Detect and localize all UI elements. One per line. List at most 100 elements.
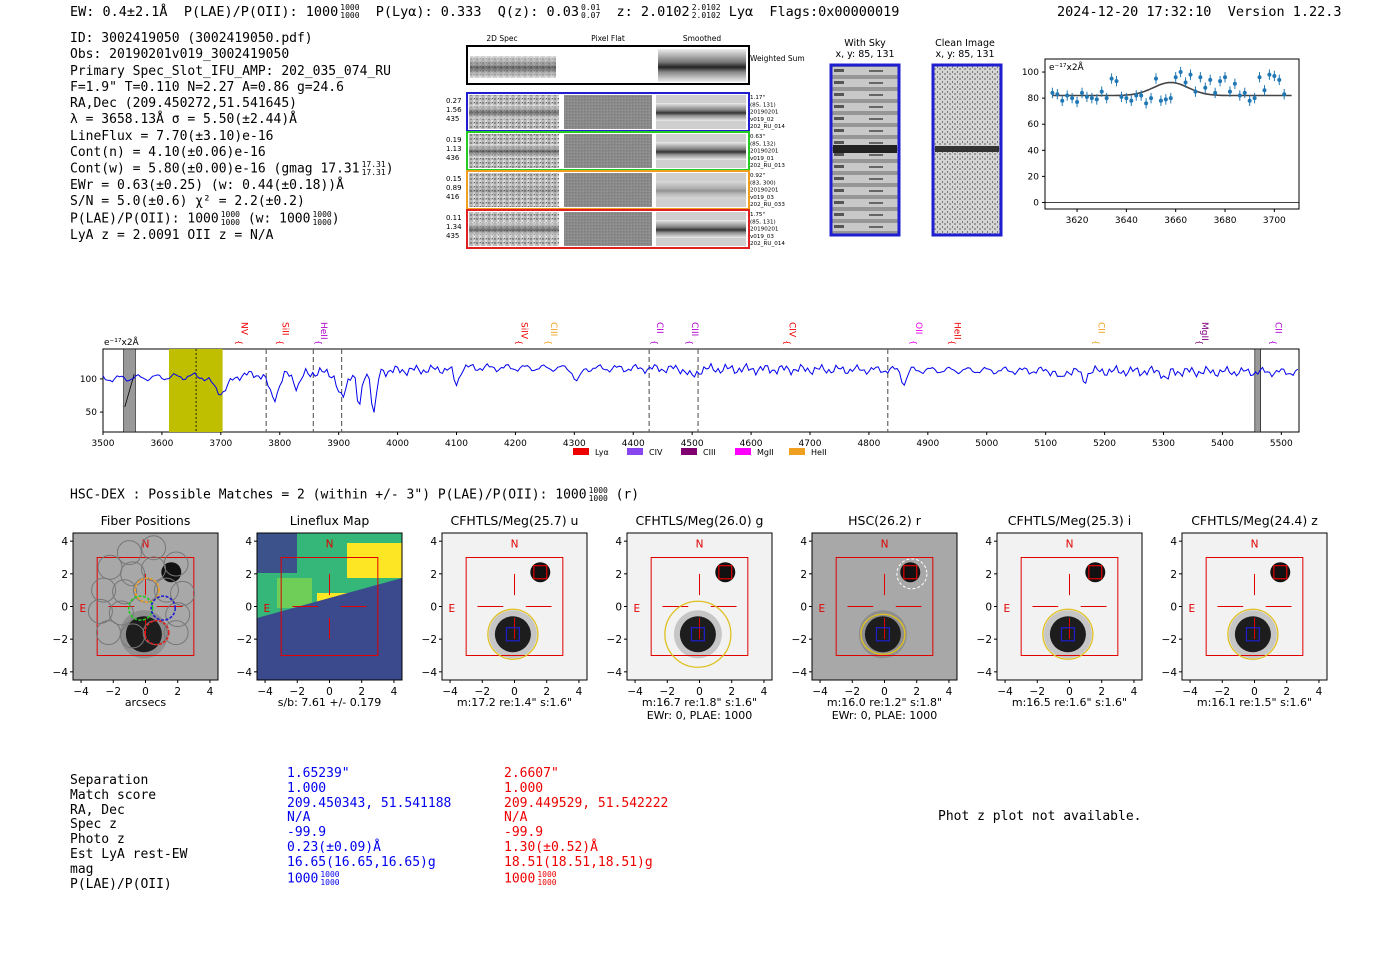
line-label-8: OII — [913, 322, 923, 334]
panel-ytick-label: 0 — [430, 602, 437, 614]
panel-xtick-label: 4 — [207, 686, 214, 698]
line-label-3: SiIV — [518, 322, 528, 340]
neighbor-marker — [533, 565, 548, 580]
cutout-left-2-2: 416 — [446, 193, 460, 201]
panel-ytick-label: 2 — [245, 569, 252, 581]
panel-caption-line2: EWr: 0, PLAE: 1000 — [646, 709, 753, 722]
info-contn: Cont(n) = 4.10(±0.06)e-16 — [70, 145, 266, 161]
cutout-right-1-0: 0.63" — [750, 134, 765, 140]
zoom-xtick-label-0: 3620 — [1066, 216, 1089, 226]
compass-n: N — [881, 539, 889, 551]
header-plya: P(Lyα): 0.333 — [375, 4, 482, 20]
full-xtick-label-2: 3700 — [209, 439, 232, 449]
aperture-ellipse — [487, 608, 539, 660]
panel-xtick-label: −4 — [442, 686, 458, 698]
line-label-11: MgII — [1199, 322, 1209, 341]
selected-fiber-2 — [150, 595, 177, 621]
source-marker — [690, 627, 705, 642]
zoom-point-33 — [1213, 90, 1218, 95]
zoom-point-15 — [1124, 96, 1129, 101]
panel-xtick-label: 4 — [576, 686, 583, 698]
compass-n: N — [326, 539, 334, 551]
line-label-brace-6: { — [685, 340, 694, 345]
cutout-left-0-1: 1.56 — [446, 106, 462, 114]
panel-caption-line1: m:16.5 re:1.6" s:1.6" — [1011, 696, 1128, 709]
cutout-right-3-2: 20190201 — [750, 227, 779, 233]
fiber-1 — [141, 535, 167, 561]
panel-xtick-label: 0 — [696, 686, 703, 698]
search-box — [1205, 557, 1304, 656]
panel-xtick-label: −2 — [106, 686, 121, 698]
legend-swatch-2 — [681, 448, 697, 455]
zoom-point-30 — [1198, 75, 1203, 80]
line-label-brace-12: { — [1268, 340, 1277, 345]
compass-e: E — [263, 603, 270, 615]
zoom-point-17 — [1134, 93, 1139, 98]
selected-fiber-1 — [127, 595, 154, 621]
source-marker — [1060, 627, 1075, 642]
zoom-xtick-label-1: 3640 — [1115, 216, 1138, 226]
zoom-xtick-label-4: 3700 — [1263, 216, 1286, 226]
line-label-1: SiII — [280, 322, 290, 336]
zoom-ytick-label-5: 0 — [1033, 198, 1039, 208]
compass-n: N — [696, 539, 704, 551]
line-label-9: HeII — [951, 322, 961, 340]
full-xtick-label-3: 3800 — [268, 439, 291, 449]
neighbor-source — [530, 562, 551, 583]
fiber-12 — [108, 600, 134, 626]
fiber-14 — [95, 620, 121, 646]
image-panel-2: 4 2 0 −2 −4 −4 −2 0 2 4 N E — [422, 532, 588, 698]
image-panel-1: 4 2 0 −2 −4 −4 −2 0 2 4 N E — [237, 532, 403, 698]
compass-e: E — [818, 603, 825, 615]
panel-ytick-label: 4 — [800, 536, 807, 548]
zoom-point-31 — [1203, 85, 1208, 90]
full-chart-frame — [102, 348, 1300, 433]
zoom-point-47 — [1282, 92, 1287, 97]
zoom-point-35 — [1223, 75, 1228, 80]
table-label: Photo z — [70, 832, 125, 848]
table-label: RA, Dec — [70, 802, 125, 818]
panel-xtick-label: 0 — [326, 686, 333, 698]
full-xtick-label-16: 5100 — [1034, 439, 1057, 449]
table-label: P(LAE)/P(OII) — [70, 876, 172, 892]
panel-caption-6: m:16.1 re:1.5" s:1.6" — [1172, 696, 1337, 709]
line-label-brace-4: { — [544, 340, 553, 345]
full-xtick-label-17: 5200 — [1093, 439, 1116, 449]
table-cell-red: 1.30(±0.52)Å — [504, 839, 598, 855]
neighbor-source — [715, 562, 736, 583]
source-marker — [875, 627, 890, 642]
compass-n: N — [511, 539, 519, 551]
table-cell-red: 1000 1000 1000 — [504, 869, 557, 887]
zoom-point-46 — [1277, 77, 1282, 82]
table-label: Separation — [70, 773, 149, 788]
header-z: z: 2.0102 — [616, 4, 690, 20]
panel-caption-1: s/b: 7.61 +/- 0.179 — [247, 696, 412, 709]
table-cell-red: 2.6607" — [504, 766, 559, 781]
panel-title-3: CFHTLS/Meg(26.0) g — [635, 513, 764, 528]
cutout-left-1-1: 1.13 — [446, 145, 462, 153]
cutout-right-0-2: 20190201 — [750, 110, 779, 116]
panel-xtick-label: 2 — [174, 686, 181, 698]
full-xtick-label-9: 4400 — [622, 439, 645, 449]
info-lineflux: LineFlux = 7.70(±3.10)e-16 — [70, 128, 274, 144]
panel-ytick-label: 2 — [800, 569, 807, 581]
compass-e: E — [633, 603, 640, 615]
panel-xtick-label: −4 — [627, 686, 643, 698]
info-id: ID: 3002419050 (3002419050.pdf) — [70, 31, 313, 46]
legend-swatch-0 — [573, 448, 589, 455]
match-table-red: 2.6607" 1.000 209.449529, 51.542222 N/A -99.… — [504, 766, 668, 887]
matches-title: HSC-DEX : Possible Matches = 2 (within +… — [70, 486, 640, 503]
cutout-flat-0 — [564, 95, 652, 129]
cutout-right-1-2: 20190201 — [750, 149, 779, 155]
panel-title-4: HSC(26.2) r — [848, 513, 921, 528]
fiber-17 — [163, 620, 189, 646]
panel-ytick-label: −4 — [607, 667, 623, 679]
cutout-right-2-3: v019_03 — [750, 195, 774, 201]
panel-ytick-label: 0 — [61, 602, 68, 614]
zoom-point-18 — [1139, 93, 1144, 98]
legend-label-2: CIII — [703, 448, 716, 457]
spectrum-line — [102, 362, 1299, 413]
cutout-left-0-2: 435 — [446, 115, 459, 123]
header-line: EW: 0.4±2.1Å P(LAE)/P(OII): 1000 1000 1000… — [70, 3, 900, 21]
panel-ytick-label: −2 — [237, 634, 252, 646]
